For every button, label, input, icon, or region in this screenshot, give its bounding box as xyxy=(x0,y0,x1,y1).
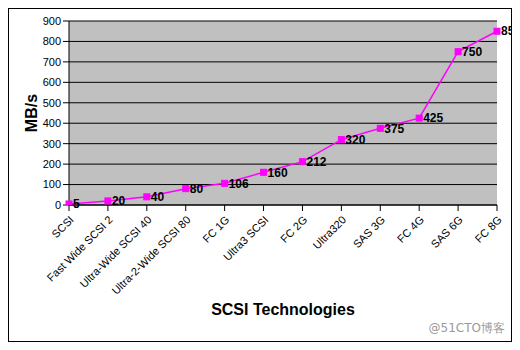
svg-text:700: 700 xyxy=(43,56,61,68)
svg-text:SCSI Technologies: SCSI Technologies xyxy=(211,301,355,318)
svg-text:500: 500 xyxy=(43,97,61,109)
svg-text:160: 160 xyxy=(268,166,288,180)
svg-text:MB/s: MB/s xyxy=(23,94,40,132)
svg-text:0: 0 xyxy=(55,199,61,211)
svg-text:100: 100 xyxy=(43,178,61,190)
svg-text:20: 20 xyxy=(112,194,126,208)
svg-text:375: 375 xyxy=(384,122,404,136)
svg-text:800: 800 xyxy=(43,35,61,47)
svg-text:Ultra-2-Wide SCSI 80: Ultra-2-Wide SCSI 80 xyxy=(109,213,192,296)
svg-text:Fast Wide SCSI 2: Fast Wide SCSI 2 xyxy=(45,213,115,283)
svg-text:40: 40 xyxy=(151,190,165,204)
svg-text:FC 2G: FC 2G xyxy=(278,213,309,244)
svg-text:300: 300 xyxy=(43,138,61,150)
html-text:@51CTO博客: @51CTO博客 xyxy=(428,321,505,335)
svg-text:SAS 6G: SAS 6G xyxy=(428,213,465,250)
svg-text:600: 600 xyxy=(43,76,61,88)
svg-text:5: 5 xyxy=(73,197,80,211)
svg-text:Ultra-Wide SCSI 40: Ultra-Wide SCSI 40 xyxy=(77,213,153,289)
svg-text:SCSI: SCSI xyxy=(49,213,76,240)
svg-text:FC 8G: FC 8G xyxy=(473,213,504,244)
svg-text:SAS 3G: SAS 3G xyxy=(351,213,388,250)
svg-text:212: 212 xyxy=(306,155,326,169)
svg-text:80: 80 xyxy=(190,182,204,196)
svg-text:FC 4G: FC 4G xyxy=(395,213,426,244)
svg-text:320: 320 xyxy=(345,133,365,147)
svg-text:200: 200 xyxy=(43,158,61,170)
svg-text:750: 750 xyxy=(462,45,482,59)
svg-text:850: 850 xyxy=(501,24,511,38)
svg-text:Ultra320: Ultra320 xyxy=(310,213,348,251)
svg-text:400: 400 xyxy=(43,117,61,129)
svg-text:106: 106 xyxy=(229,177,249,191)
svg-text:900: 900 xyxy=(43,15,61,27)
svg-text:FC 1G: FC 1G xyxy=(200,213,231,244)
svg-text:Ultra3 SCSI: Ultra3 SCSI xyxy=(221,213,271,263)
svg-text:425: 425 xyxy=(423,111,443,125)
